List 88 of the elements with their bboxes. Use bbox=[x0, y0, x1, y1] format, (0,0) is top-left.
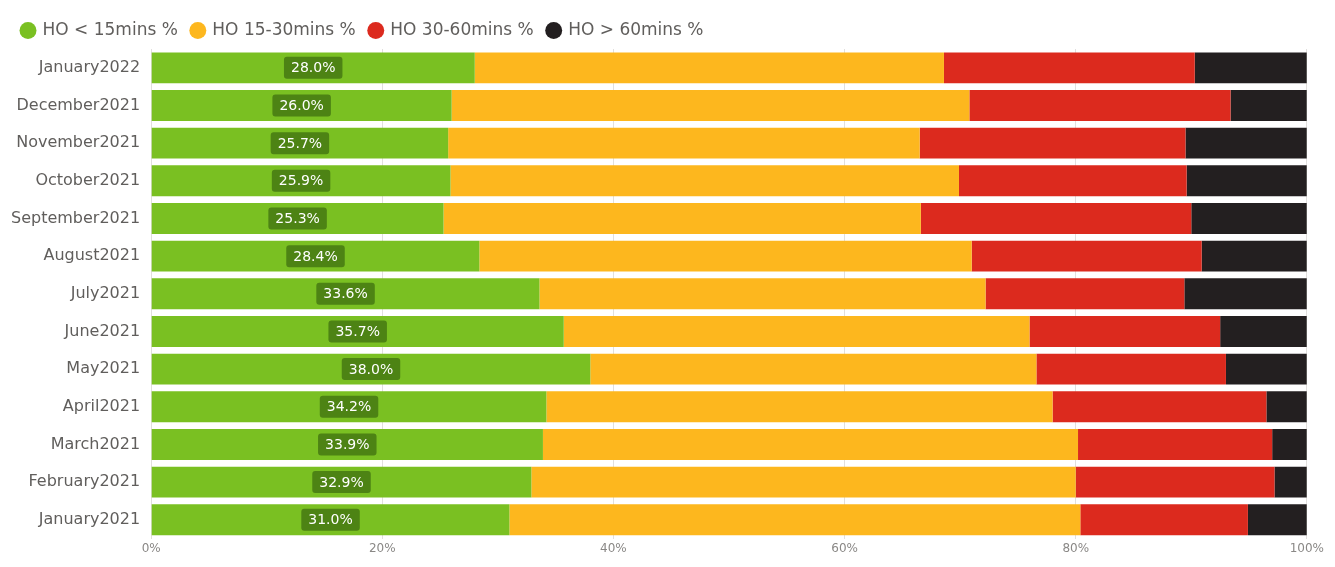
bar bbox=[450, 165, 959, 197]
x-tick-label: 40% bbox=[600, 540, 627, 555]
bar bbox=[151, 316, 564, 347]
y-tick-label: December2021 bbox=[16, 94, 141, 114]
bar bbox=[151, 353, 591, 385]
y-tick-label: January2022 bbox=[37, 56, 141, 76]
bar bbox=[969, 90, 1231, 121]
bar bbox=[1191, 203, 1307, 234]
bar bbox=[1186, 165, 1307, 197]
bar bbox=[509, 504, 1081, 536]
bar bbox=[151, 504, 510, 536]
bar bbox=[542, 429, 1079, 460]
data-label: 25.9% bbox=[278, 172, 324, 189]
bar bbox=[448, 127, 920, 159]
data-label: 31.0% bbox=[308, 511, 353, 528]
bar bbox=[971, 240, 1202, 272]
bar bbox=[1201, 240, 1307, 272]
bar bbox=[151, 90, 452, 121]
bar bbox=[590, 353, 1037, 385]
y-tick-label: March2021 bbox=[50, 433, 141, 453]
bar bbox=[531, 466, 1076, 498]
bar bbox=[151, 203, 444, 234]
data-label: 26.0% bbox=[279, 97, 324, 114]
bar bbox=[151, 466, 532, 498]
legend-label: HO 15-30mins % bbox=[212, 18, 356, 39]
legend-label: HO 30-60mins % bbox=[390, 18, 534, 39]
bar bbox=[151, 165, 451, 197]
bar bbox=[539, 278, 986, 310]
bar bbox=[151, 127, 449, 159]
y-tick-label: November2021 bbox=[16, 132, 141, 152]
bar bbox=[1247, 504, 1307, 536]
x-tick-label: 20% bbox=[368, 540, 396, 555]
bar bbox=[563, 316, 1030, 347]
bar bbox=[943, 52, 1195, 84]
bar bbox=[958, 165, 1187, 197]
data-label: 25.3% bbox=[275, 210, 320, 227]
bar bbox=[1220, 316, 1307, 347]
legend-label: HO < 15mins % bbox=[42, 18, 178, 39]
y-tick-label: April2021 bbox=[62, 395, 141, 415]
bar bbox=[1274, 466, 1307, 498]
data-label: 32.9% bbox=[319, 473, 364, 490]
bar bbox=[151, 52, 475, 84]
bar bbox=[919, 127, 1186, 159]
y-tick-label: October2021 bbox=[35, 169, 141, 189]
legend-label: HO > 60mins % bbox=[568, 18, 704, 39]
data-label: 28.4% bbox=[293, 247, 338, 264]
x-tick-label: 80% bbox=[1062, 540, 1090, 555]
bar bbox=[1194, 52, 1307, 84]
y-tick-label: July2021 bbox=[69, 282, 141, 302]
data-label: 33.6% bbox=[323, 285, 368, 302]
bar bbox=[479, 240, 972, 272]
data-label: 38.0% bbox=[348, 360, 394, 377]
bar bbox=[546, 391, 1053, 423]
bar bbox=[151, 391, 547, 423]
data-label: 25.7% bbox=[277, 134, 323, 151]
data-label: 35.7% bbox=[335, 323, 380, 340]
bar bbox=[1225, 353, 1307, 385]
y-tick-label: May2021 bbox=[66, 358, 141, 378]
data-label: 34.2% bbox=[326, 398, 372, 415]
x-tick-label: 0% bbox=[141, 540, 161, 555]
bar bbox=[1078, 429, 1273, 460]
bar bbox=[443, 203, 921, 234]
bar bbox=[1184, 278, 1307, 310]
data-label: 33.9% bbox=[325, 436, 370, 453]
bar bbox=[920, 203, 1192, 234]
y-tick-label: January2021 bbox=[37, 508, 141, 528]
bar bbox=[151, 278, 540, 310]
y-tick-label: June2021 bbox=[63, 320, 141, 340]
bar bbox=[1036, 353, 1226, 385]
bar bbox=[451, 90, 970, 121]
x-tick-label: 60% bbox=[831, 540, 858, 555]
y-tick-label: August2021 bbox=[43, 245, 141, 265]
bar bbox=[1075, 466, 1275, 498]
bar bbox=[1266, 391, 1307, 423]
bar bbox=[1230, 90, 1307, 121]
bar bbox=[1272, 429, 1307, 460]
bar bbox=[151, 429, 543, 460]
bar bbox=[151, 240, 480, 272]
x-tick-label: 100% bbox=[1289, 540, 1324, 555]
bar bbox=[985, 278, 1185, 310]
bar bbox=[474, 52, 944, 84]
bar bbox=[1052, 391, 1267, 423]
y-tick-label: September2021 bbox=[11, 207, 141, 227]
y-tick-label: February2021 bbox=[28, 471, 141, 491]
bar bbox=[1080, 504, 1248, 536]
bar bbox=[1185, 127, 1307, 159]
data-label: 28.0% bbox=[290, 59, 336, 76]
bar bbox=[1029, 316, 1221, 347]
